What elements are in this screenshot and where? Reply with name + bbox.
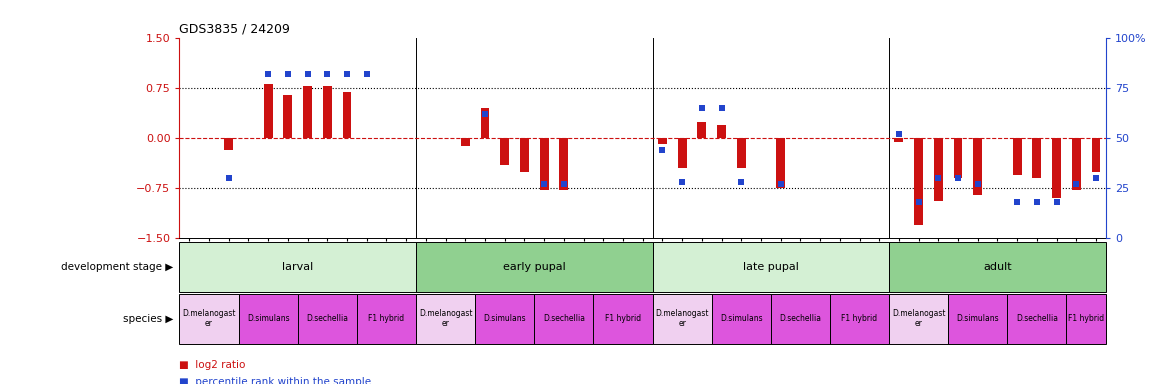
Text: larval: larval: [283, 262, 314, 272]
Bar: [1067, 294, 1106, 344]
Bar: [889, 294, 948, 344]
Bar: [894, 138, 903, 142]
Text: F1 hybrid: F1 hybrid: [368, 314, 404, 323]
Bar: [481, 108, 490, 138]
Bar: [357, 294, 416, 344]
Bar: [771, 294, 830, 344]
Bar: [914, 138, 923, 225]
Bar: [520, 138, 529, 172]
Bar: [697, 122, 706, 138]
Bar: [239, 294, 298, 344]
Bar: [658, 138, 667, 144]
Bar: [298, 294, 357, 344]
Bar: [933, 138, 943, 202]
Bar: [653, 294, 712, 344]
Bar: [540, 138, 549, 190]
Text: F1 hybrid: F1 hybrid: [842, 314, 878, 323]
Text: D.sechellia: D.sechellia: [779, 314, 821, 323]
Bar: [677, 138, 687, 168]
Bar: [954, 138, 962, 178]
Bar: [1013, 138, 1021, 175]
Bar: [179, 294, 239, 344]
Bar: [889, 242, 1106, 292]
Bar: [712, 294, 771, 344]
Text: D.simulans: D.simulans: [483, 314, 526, 323]
Text: D.sechellia: D.sechellia: [1016, 314, 1058, 323]
Bar: [264, 84, 272, 138]
Text: D.melanogast
er: D.melanogast er: [182, 310, 236, 328]
Text: D.sechellia: D.sechellia: [543, 314, 585, 323]
Bar: [1072, 138, 1080, 190]
Bar: [948, 294, 1007, 344]
Bar: [323, 86, 331, 138]
Text: F1 hybrid: F1 hybrid: [1068, 314, 1105, 323]
Text: ■  log2 ratio: ■ log2 ratio: [179, 360, 245, 370]
Bar: [593, 294, 653, 344]
Bar: [303, 86, 312, 138]
Bar: [1033, 138, 1041, 178]
Bar: [1007, 294, 1067, 344]
Text: species ▶: species ▶: [123, 314, 174, 324]
Text: D.melanogast
er: D.melanogast er: [419, 310, 472, 328]
Bar: [830, 294, 889, 344]
Text: D.simulans: D.simulans: [957, 314, 999, 323]
Bar: [1092, 138, 1100, 172]
Bar: [534, 294, 593, 344]
Text: D.melanogast
er: D.melanogast er: [892, 310, 945, 328]
Bar: [225, 138, 233, 150]
Bar: [343, 92, 352, 138]
Bar: [974, 138, 982, 195]
Bar: [717, 125, 726, 138]
Bar: [736, 138, 746, 168]
Text: D.melanogast
er: D.melanogast er: [655, 310, 709, 328]
Bar: [776, 138, 785, 188]
Bar: [179, 242, 416, 292]
Text: early pupal: early pupal: [503, 262, 565, 272]
Text: ■  percentile rank within the sample: ■ percentile rank within the sample: [179, 377, 372, 384]
Bar: [461, 138, 470, 146]
Text: D.sechellia: D.sechellia: [307, 314, 349, 323]
Bar: [653, 242, 889, 292]
Text: D.simulans: D.simulans: [720, 314, 763, 323]
Text: F1 hybrid: F1 hybrid: [604, 314, 642, 323]
Bar: [416, 242, 653, 292]
Text: development stage ▶: development stage ▶: [61, 262, 174, 272]
Bar: [1053, 138, 1061, 198]
Text: D.simulans: D.simulans: [247, 314, 290, 323]
Bar: [475, 294, 534, 344]
Text: late pupal: late pupal: [743, 262, 799, 272]
Bar: [284, 95, 292, 138]
Bar: [500, 138, 510, 165]
Bar: [416, 294, 475, 344]
Text: adult: adult: [983, 262, 1012, 272]
Bar: [559, 138, 569, 190]
Text: GDS3835 / 24209: GDS3835 / 24209: [179, 23, 291, 36]
